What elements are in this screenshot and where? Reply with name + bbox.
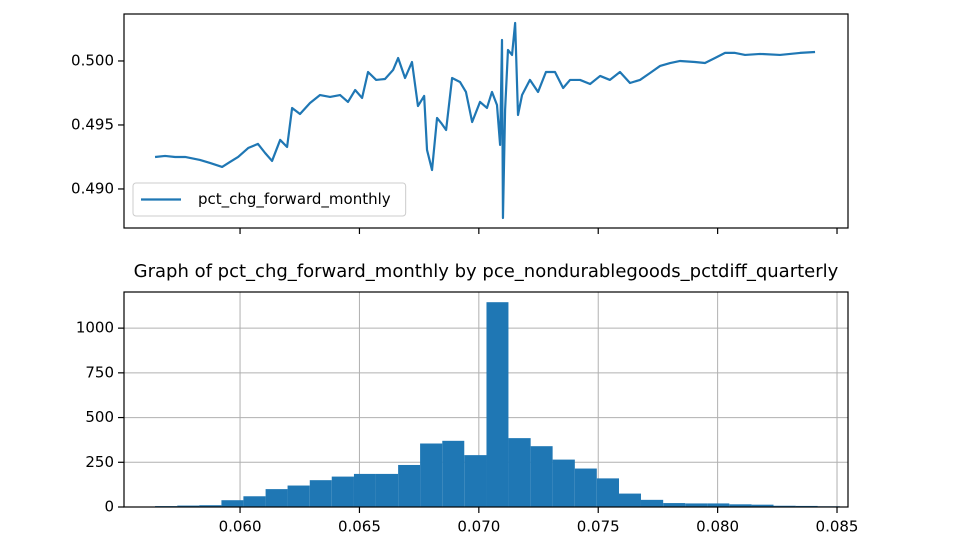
line <box>154 21 816 220</box>
legend: pct_chg_forward_monthly <box>132 182 407 217</box>
y-tick-label: 250 <box>85 453 114 471</box>
legend-label: pct_chg_forward_monthly <box>198 190 391 209</box>
bar <box>751 504 774 507</box>
bar <box>707 503 730 507</box>
bar <box>243 496 266 507</box>
x-tick-label: 0.060 <box>219 518 262 536</box>
bar <box>552 459 575 507</box>
y-tick-label: 1000 <box>76 319 114 337</box>
x-tick-label: 0.085 <box>816 518 859 536</box>
bar <box>199 505 222 507</box>
axes-frame <box>123 13 849 229</box>
y-tick-label: 750 <box>85 363 114 381</box>
y-tick-label: 0.490 <box>71 179 114 197</box>
chart-title: Graph of pct_chg_forward_monthly by pce_… <box>134 261 839 282</box>
bar <box>420 443 443 507</box>
x-tick-label: 0.065 <box>338 518 381 536</box>
bar <box>530 446 553 507</box>
y-tick-label: 0.495 <box>71 115 114 133</box>
x-tick-label: 0.075 <box>577 518 620 536</box>
bar <box>442 440 465 507</box>
bar <box>619 493 641 507</box>
bar <box>685 503 708 507</box>
bar <box>375 473 399 507</box>
bar <box>663 503 686 507</box>
bar <box>773 505 796 507</box>
bar <box>398 464 421 507</box>
bar <box>353 473 376 507</box>
bar <box>486 302 509 507</box>
bar <box>596 478 620 507</box>
bar <box>640 499 664 507</box>
legend-box <box>132 182 407 217</box>
bar <box>729 504 752 507</box>
bar <box>464 455 487 507</box>
x-tick-label: 0.070 <box>457 518 500 536</box>
axes-frame <box>123 291 849 508</box>
bar <box>287 485 310 507</box>
x-tick-label: 0.080 <box>696 518 739 536</box>
bar <box>309 480 332 507</box>
bar <box>177 505 200 507</box>
bar <box>221 500 244 507</box>
bar <box>331 476 354 507</box>
y-tick-label: 500 <box>85 408 114 426</box>
bar <box>265 489 288 507</box>
bar <box>574 468 597 507</box>
y-tick-label: 0 <box>104 498 114 516</box>
bar <box>508 438 531 507</box>
y-tick-label: 0.500 <box>71 51 114 69</box>
